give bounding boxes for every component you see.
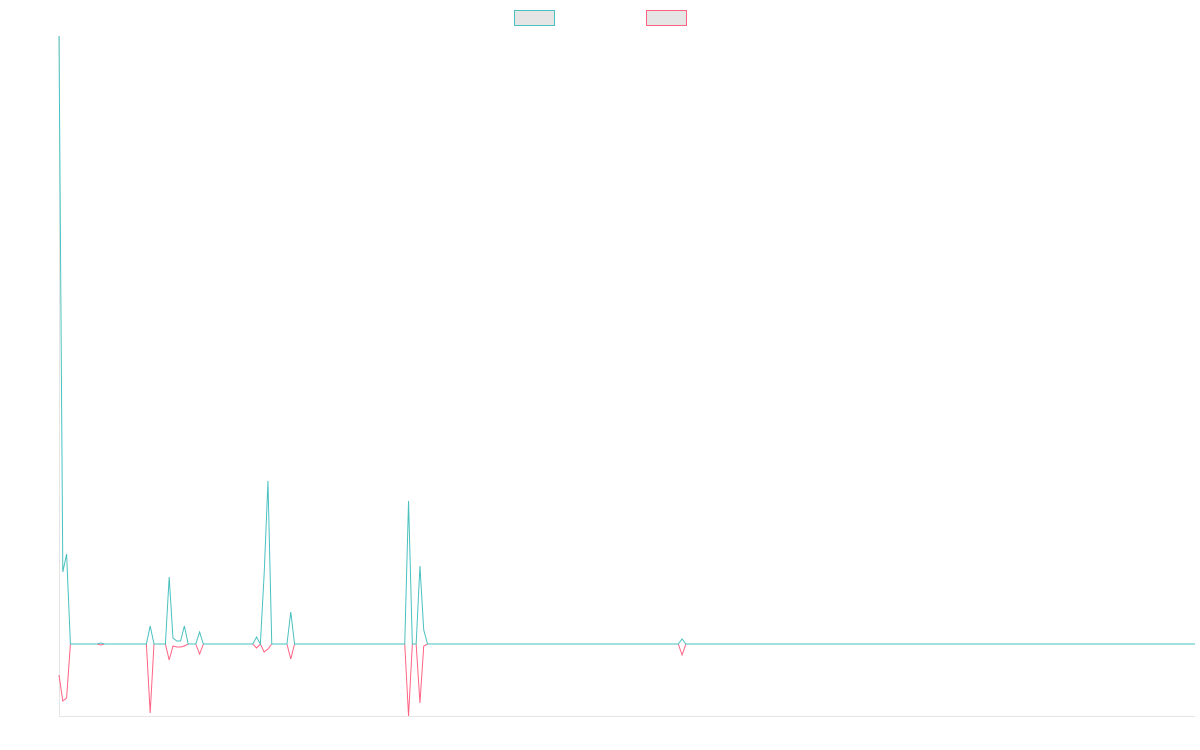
legend-swatch (646, 10, 687, 26)
series-line (58, 35, 1195, 646)
legend-swatch (514, 10, 555, 26)
series-line (58, 643, 1195, 717)
